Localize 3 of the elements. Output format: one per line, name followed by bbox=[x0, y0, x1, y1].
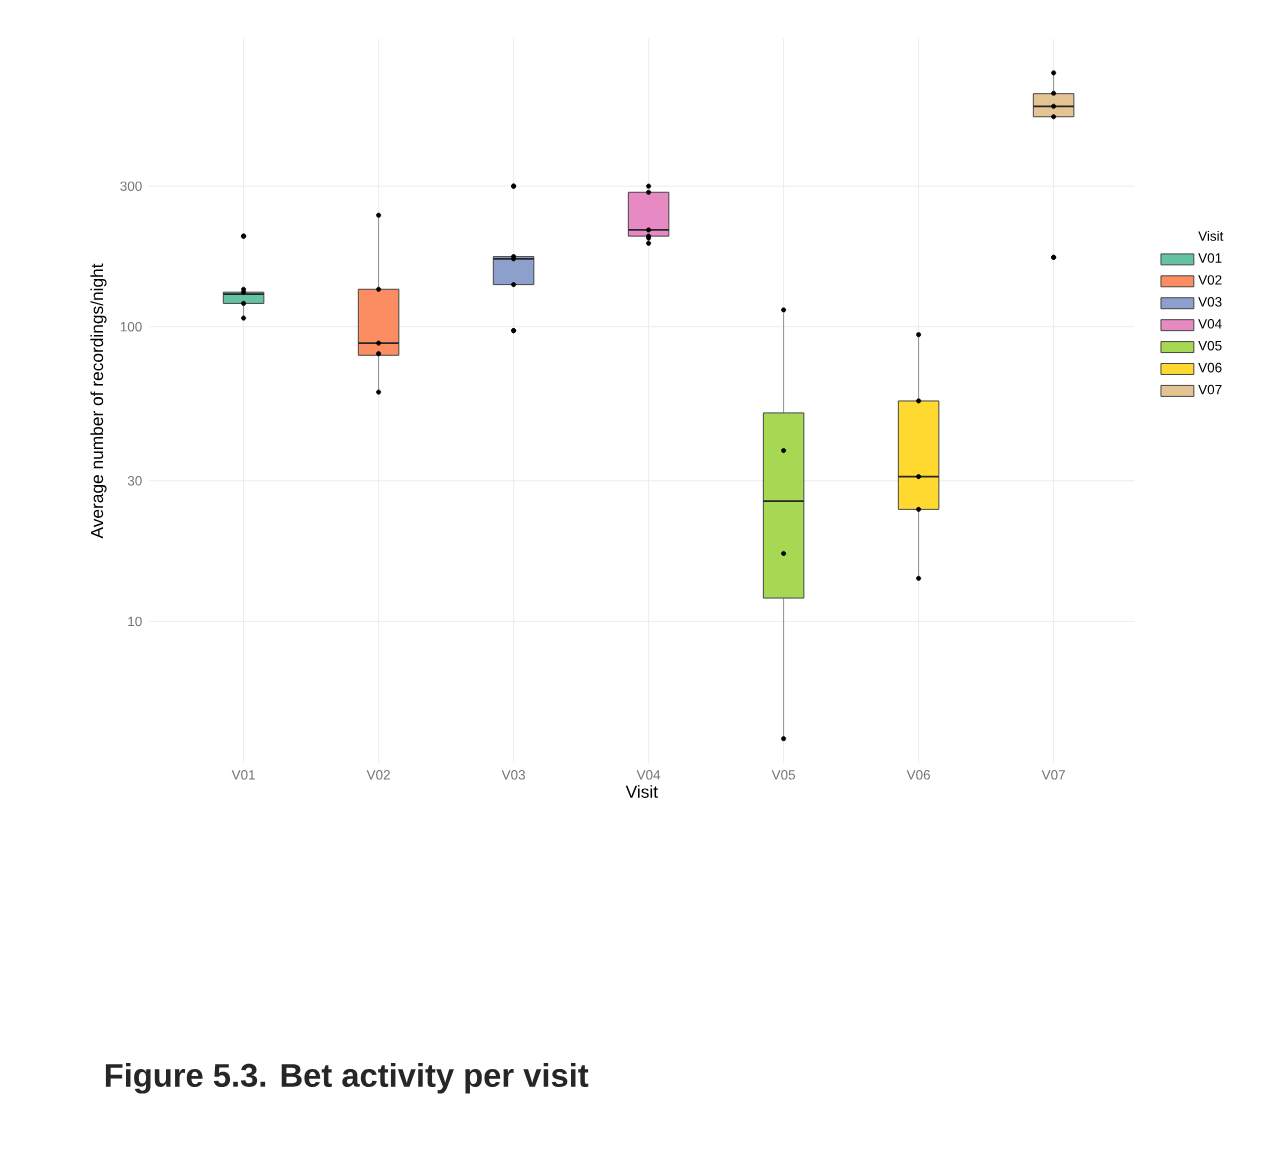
text: Figure 5.3. Bet activity per visit bbox=[105, 1063, 589, 1095]
x-axis-title: Visit bbox=[625, 785, 658, 799]
y-axis-title: Average number of recordings/night bbox=[90, 264, 107, 539]
